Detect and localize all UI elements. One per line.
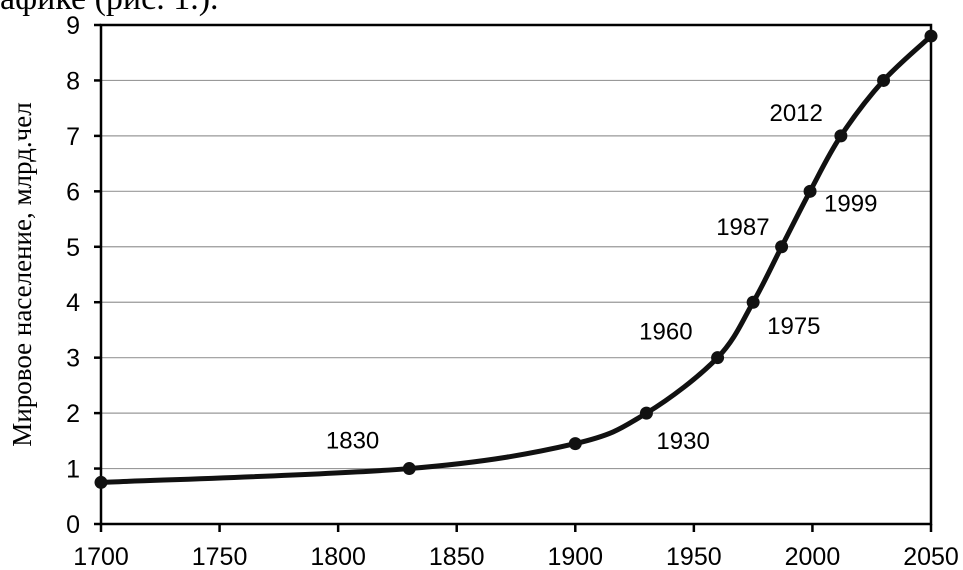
y-tick-label: 9 (66, 12, 80, 40)
x-tick-labels: 1700 1750 1800 1850 1900 1950 2000 2050 (73, 543, 959, 570)
x-tick-label: 1900 (547, 543, 603, 570)
data-point (746, 295, 760, 309)
data-point (877, 73, 891, 87)
data-label: 1930 (656, 428, 709, 455)
data-label: 1999 (824, 190, 877, 217)
data-point (711, 351, 725, 365)
plot-area-border (99, 23, 933, 526)
y-axis-label: Мировое население, млрд.чел (7, 102, 37, 446)
x-tick-label: 1800 (310, 543, 366, 570)
data-point (402, 462, 416, 476)
y-tick-label: 8 (66, 67, 80, 95)
y-tick-label: 0 (66, 511, 80, 539)
data-label: 1830 (326, 428, 379, 455)
y-tick-label: 6 (66, 178, 80, 206)
data-label: 1960 (639, 319, 692, 346)
axis-ticks (94, 23, 933, 532)
gridlines (101, 79, 931, 470)
x-tick-label: 1700 (73, 543, 129, 570)
x-tick-label: 1950 (666, 543, 722, 570)
x-tick-label: 1850 (429, 543, 485, 570)
data-point (924, 29, 938, 43)
y-tick-label: 3 (66, 345, 80, 373)
data-label: 2012 (769, 100, 822, 127)
x-tick-label: 2000 (785, 543, 841, 570)
y-tick-label: 5 (66, 234, 80, 262)
data-point (803, 184, 817, 198)
data-points (94, 29, 938, 489)
data-point (94, 475, 108, 489)
data-label: 1987 (716, 214, 769, 241)
data-labels: 1830 1930 1960 1975 1987 1999 2012 (326, 100, 878, 455)
data-label: 1975 (767, 313, 820, 340)
x-tick-label: 1750 (192, 543, 248, 570)
y-tick-label: 1 (66, 456, 80, 484)
x-tick-label: 2050 (903, 543, 959, 570)
y-tick-label: 4 (66, 289, 80, 317)
data-point (834, 129, 848, 143)
data-point (639, 406, 653, 420)
data-point (568, 437, 582, 451)
y-tick-label: 7 (66, 123, 80, 151)
caption-text-fragment: афике (рис. 1.). (0, 0, 219, 18)
y-tick-labels: 0 1 2 3 4 5 6 7 8 9 (66, 12, 80, 539)
data-point (775, 240, 789, 254)
y-tick-label: 2 (66, 400, 80, 428)
